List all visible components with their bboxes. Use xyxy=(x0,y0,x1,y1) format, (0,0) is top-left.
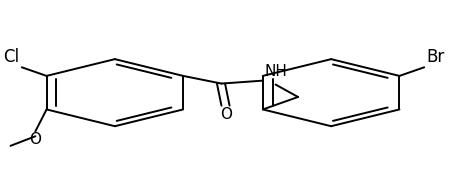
Text: O: O xyxy=(220,107,232,122)
Text: NH: NH xyxy=(264,64,287,79)
Text: Br: Br xyxy=(426,48,444,66)
Text: Cl: Cl xyxy=(3,48,20,66)
Text: O: O xyxy=(29,132,41,147)
